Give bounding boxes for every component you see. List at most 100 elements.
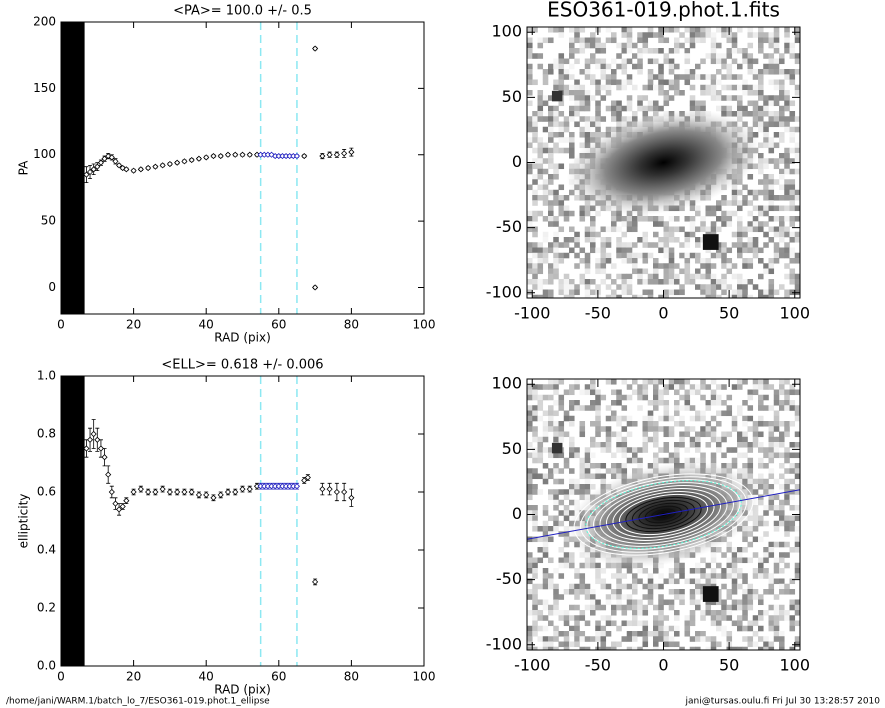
- pixel: [527, 426, 533, 432]
- pixel: [726, 589, 733, 595]
- pixel: [758, 69, 764, 75]
- pixel: [773, 494, 780, 501]
- pixel: [574, 484, 580, 490]
- pixel: [684, 405, 691, 411]
- pixel: [731, 289, 738, 296]
- pixel: [548, 200, 554, 206]
- pixel: [579, 463, 586, 469]
- pixel: [527, 121, 533, 128]
- pixel: [595, 636, 601, 642]
- pixel: [532, 27, 538, 33]
- pixel: [626, 457, 633, 464]
- pixel: [789, 620, 796, 627]
- pixel: [658, 625, 664, 632]
- pixel: [684, 53, 691, 59]
- pixel: [637, 394, 643, 401]
- pixel: [789, 247, 796, 254]
- pixel: [584, 589, 591, 595]
- pixel: [773, 179, 780, 185]
- pixel: [721, 615, 727, 621]
- pixel: [684, 237, 691, 243]
- pixel: [600, 578, 607, 585]
- pixel: [637, 237, 643, 243]
- pixel: [779, 252, 785, 259]
- pixel: [558, 226, 565, 233]
- pixel: [700, 631, 706, 637]
- pixel: [584, 447, 591, 453]
- pixel: [563, 552, 570, 558]
- pixel: [553, 636, 559, 642]
- pixel: [658, 48, 664, 54]
- pixel: [674, 48, 680, 54]
- pixel: [710, 74, 717, 80]
- pixel: [768, 442, 775, 448]
- pixel: [794, 237, 800, 243]
- pixel: [600, 252, 607, 259]
- pixel: [768, 541, 775, 548]
- pixel: [637, 389, 643, 396]
- pixel: [637, 384, 643, 390]
- pixel: [621, 426, 628, 432]
- pixel: [569, 37, 575, 44]
- pixel: [611, 646, 617, 650]
- pixel: [716, 410, 722, 417]
- pixel: [574, 573, 580, 579]
- pixel: [600, 625, 607, 632]
- pixel: [553, 268, 559, 275]
- pixel: [716, 599, 722, 606]
- pixel: [537, 489, 544, 495]
- pixel: [532, 520, 538, 527]
- pixel: [632, 379, 638, 385]
- pixel: [752, 226, 759, 233]
- pixel: [784, 426, 790, 432]
- pixel: [574, 100, 580, 107]
- pixel: [527, 552, 533, 558]
- pixel: [716, 53, 722, 59]
- x-tick-label: 40: [199, 318, 214, 332]
- pixel: [632, 63, 638, 70]
- pixel: [716, 625, 722, 632]
- pixel: [784, 48, 790, 54]
- pixel: [758, 457, 764, 464]
- marker: [137, 486, 144, 493]
- pixel: [658, 90, 664, 96]
- pixel: [647, 589, 654, 595]
- pixel: [590, 594, 596, 600]
- pixel: [773, 252, 780, 259]
- pixel: [752, 442, 759, 448]
- pixel: [779, 237, 785, 243]
- pixel: [605, 27, 612, 33]
- pixel: [632, 589, 638, 595]
- pixel: [789, 604, 796, 611]
- marker: [145, 488, 152, 496]
- pixel: [758, 226, 764, 233]
- pixel: [527, 116, 533, 122]
- pixel: [563, 205, 570, 212]
- pixel: [584, 268, 591, 275]
- pixel: [763, 641, 769, 648]
- pixel: [779, 604, 785, 611]
- pixel: [548, 279, 554, 285]
- pixel: [595, 389, 601, 396]
- pixel: [621, 105, 628, 112]
- pixel: [784, 226, 790, 233]
- pixel: [731, 646, 738, 650]
- pixel: [532, 268, 538, 275]
- pixel: [632, 604, 638, 611]
- pixel: [726, 636, 733, 642]
- pixel: [779, 231, 785, 238]
- pixel: [758, 415, 764, 422]
- pixel: [700, 457, 706, 464]
- pixel: [784, 32, 790, 38]
- pixel: [548, 210, 554, 217]
- pixel: [710, 252, 717, 259]
- pixel: [731, 568, 738, 574]
- pixel: [784, 562, 790, 569]
- pixel: [563, 294, 570, 298]
- pixel: [779, 568, 785, 574]
- pixel: [542, 247, 549, 254]
- pixel: [621, 216, 628, 222]
- pixel: [773, 562, 780, 569]
- pixel: [789, 184, 796, 191]
- pixel: [731, 562, 738, 569]
